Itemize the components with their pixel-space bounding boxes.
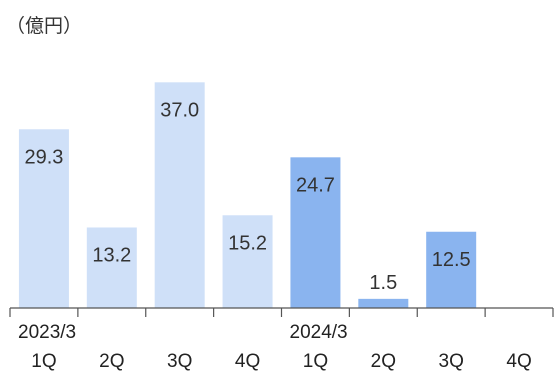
value-labels-group: 29.3 13.2 37.0 15.2 24.7 1.5 12.5 bbox=[24, 99, 470, 294]
x-tick-label-2: 2Q bbox=[99, 351, 124, 372]
bar-4 bbox=[222, 215, 273, 308]
x-tick-label-6: 2Q bbox=[371, 351, 396, 372]
unit-label: （億円） bbox=[6, 15, 82, 37]
group-label-1: 2023/3 bbox=[18, 322, 76, 343]
x-tick-labels-group: 1Q 2023/3 2Q 3Q 4Q 1Q 2024/3 2Q 3Q 4Q bbox=[18, 322, 532, 372]
bar-7 bbox=[426, 231, 477, 308]
x-tick-label-3: 3Q bbox=[167, 351, 192, 372]
bar-3 bbox=[154, 82, 205, 308]
bar-2 bbox=[86, 227, 137, 308]
value-label-5: 24.7 bbox=[296, 174, 335, 196]
value-label-4: 15.2 bbox=[228, 232, 267, 254]
group-label-5: 2024/3 bbox=[290, 322, 348, 343]
value-label-3: 37.0 bbox=[160, 99, 199, 121]
value-label-7: 12.5 bbox=[432, 249, 471, 271]
x-tick-label-4: 4Q bbox=[235, 351, 260, 372]
value-label-6: 1.5 bbox=[369, 272, 397, 294]
x-axis bbox=[9, 307, 554, 317]
bar-1 bbox=[18, 129, 69, 308]
x-tick-label-8: 4Q bbox=[506, 351, 531, 372]
bar-6 bbox=[358, 298, 409, 308]
value-label-1: 29.3 bbox=[24, 146, 63, 168]
x-tick-label-5: 1Q bbox=[303, 351, 328, 372]
value-label-2: 13.2 bbox=[92, 244, 131, 266]
bars-group bbox=[18, 82, 477, 308]
bar-5 bbox=[290, 157, 341, 308]
x-tick-label-7: 3Q bbox=[439, 351, 464, 372]
x-tick-label-1: 1Q bbox=[31, 351, 56, 372]
